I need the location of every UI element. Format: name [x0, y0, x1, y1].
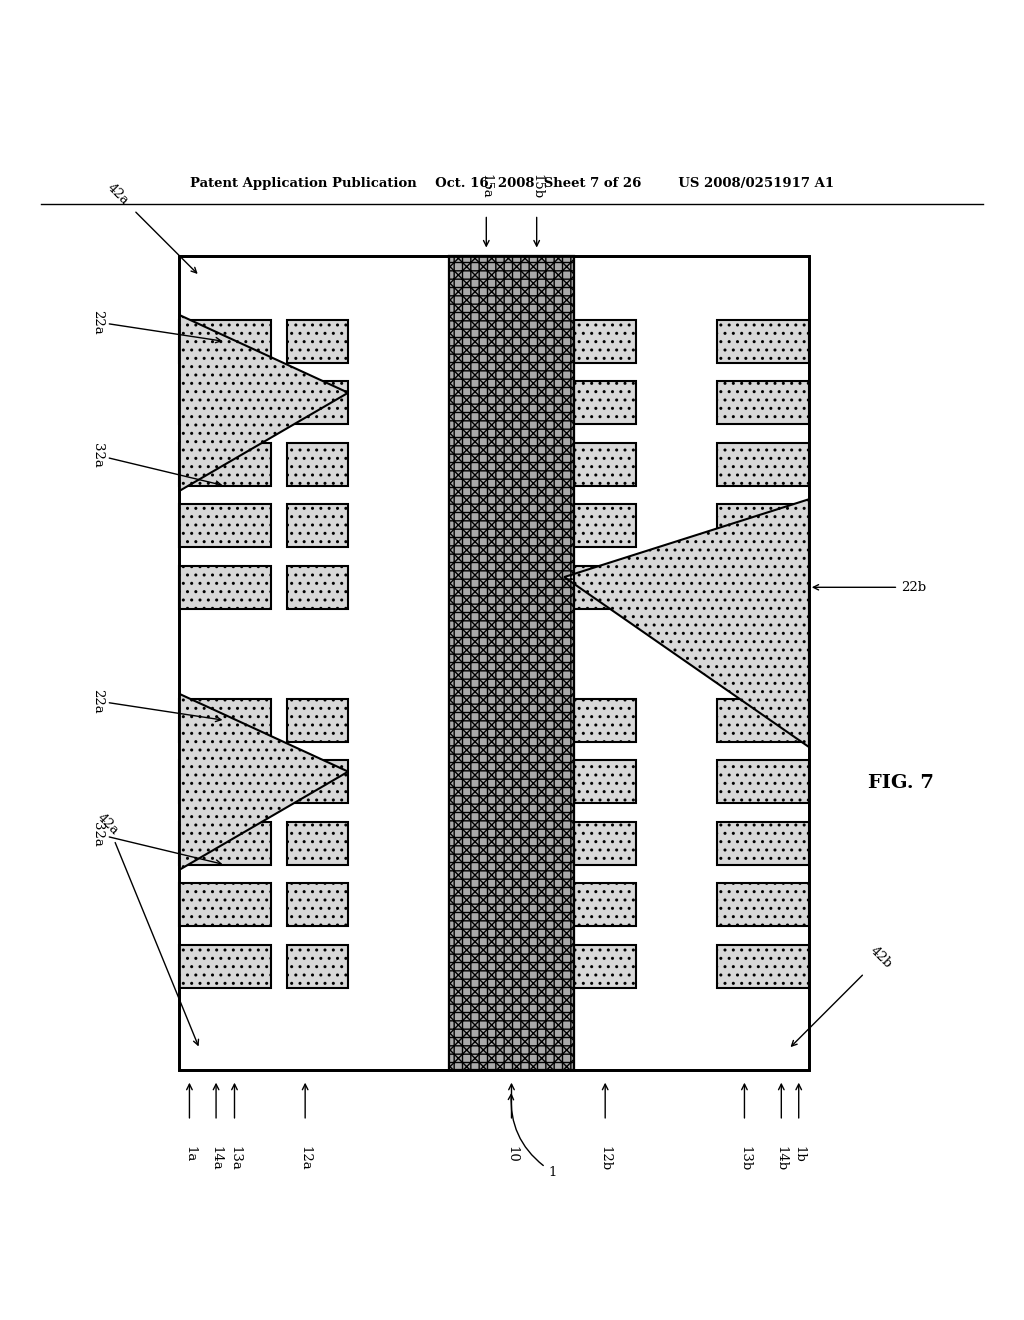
Text: 1a: 1a: [183, 1146, 196, 1163]
Bar: [574, 381, 636, 425]
Text: 42b: 42b: [792, 944, 894, 1045]
Text: 22a: 22a: [91, 310, 221, 343]
Bar: [574, 319, 636, 363]
Text: 10: 10: [505, 1146, 518, 1163]
Text: FIG. 7: FIG. 7: [868, 774, 934, 792]
Text: 22a: 22a: [91, 689, 221, 722]
Text: 42a: 42a: [104, 181, 197, 273]
Text: 13a: 13a: [228, 1146, 241, 1171]
Text: 14a: 14a: [210, 1146, 222, 1171]
Polygon shape: [564, 499, 809, 747]
Bar: [179, 256, 809, 1069]
Text: 14b: 14b: [775, 1146, 787, 1172]
Bar: [287, 945, 348, 987]
Text: 32a: 32a: [91, 821, 221, 865]
Bar: [574, 822, 636, 865]
Text: 42a: 42a: [94, 810, 199, 1045]
Bar: [449, 256, 574, 1069]
Bar: [287, 504, 348, 548]
Bar: [449, 256, 574, 1069]
Bar: [179, 945, 271, 987]
Text: 1: 1: [508, 1094, 557, 1179]
Bar: [717, 883, 809, 927]
Bar: [717, 319, 809, 363]
Bar: [717, 760, 809, 804]
Bar: [574, 566, 636, 609]
Bar: [717, 945, 809, 987]
Bar: [179, 444, 271, 486]
Bar: [449, 256, 574, 1069]
Text: Patent Application Publication    Oct. 16, 2008  Sheet 7 of 26        US 2008/02: Patent Application Publication Oct. 16, …: [189, 177, 835, 190]
Bar: [717, 698, 809, 742]
Bar: [179, 883, 271, 927]
Bar: [179, 760, 271, 804]
Bar: [574, 698, 636, 742]
Bar: [179, 566, 271, 609]
Bar: [287, 381, 348, 425]
Bar: [574, 945, 636, 987]
Bar: [717, 566, 809, 609]
Bar: [179, 381, 271, 425]
Bar: [287, 822, 348, 865]
Bar: [574, 444, 636, 486]
Bar: [287, 883, 348, 927]
Bar: [574, 504, 636, 548]
Text: 1b: 1b: [793, 1146, 805, 1163]
Bar: [287, 566, 348, 609]
Bar: [179, 319, 271, 363]
Text: 32a: 32a: [91, 442, 221, 486]
Polygon shape: [179, 315, 348, 491]
Bar: [179, 256, 809, 1069]
Text: 22b: 22b: [813, 581, 927, 594]
Bar: [287, 698, 348, 742]
Text: 15a: 15a: [480, 174, 493, 199]
Bar: [287, 444, 348, 486]
Polygon shape: [179, 694, 348, 870]
Bar: [287, 319, 348, 363]
Bar: [179, 822, 271, 865]
Text: 13b: 13b: [738, 1146, 751, 1172]
Bar: [717, 822, 809, 865]
Bar: [574, 883, 636, 927]
Bar: [287, 760, 348, 804]
Bar: [717, 381, 809, 425]
Bar: [179, 504, 271, 548]
Bar: [574, 760, 636, 804]
Bar: [717, 504, 809, 548]
Bar: [179, 698, 271, 742]
Text: 12a: 12a: [299, 1146, 311, 1171]
Bar: [717, 444, 809, 486]
Text: 15b: 15b: [530, 174, 543, 199]
Text: 12b: 12b: [599, 1146, 611, 1172]
